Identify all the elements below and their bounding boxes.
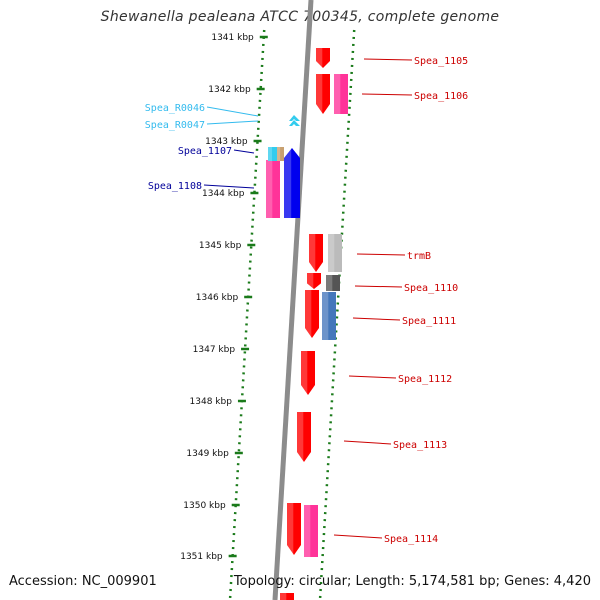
gene-label-spea-1106: Spea_1106 — [414, 91, 468, 102]
gene-spea-1110 — [307, 273, 321, 289]
scale-tick-label: 1341 kbp — [211, 33, 254, 43]
gene-spea-1107-tan-body — [277, 147, 284, 161]
gene-label-spea-r0047-leader — [206, 120, 259, 125]
gene-label-spea-1113: Spea_1113 — [393, 440, 447, 451]
scale-tick-label: 1344 kbp — [202, 189, 245, 199]
gene-label-spea-1113-leader — [343, 440, 392, 445]
gene-spea-1107-tan — [277, 147, 284, 161]
pseudo-spea-1108 — [266, 160, 280, 218]
gene-spea-1108 — [284, 148, 300, 218]
gene-label-spea-1108: Spea_1108 — [148, 181, 202, 192]
gene-spea-1106-body — [316, 74, 330, 114]
gene-spea-1112-body — [301, 351, 315, 395]
gene-spea-1111 — [305, 290, 319, 338]
pseudo-spea-1114-body — [304, 505, 318, 557]
gene-trmB-grey-body — [328, 234, 342, 272]
gene-trmB-body — [309, 234, 323, 272]
gene-spea-1111-body — [305, 290, 319, 338]
scale-tick-label: 1348 kbp — [190, 397, 233, 407]
gene-label-spea-1106-leader — [361, 93, 413, 96]
gene-label-spea-1105-leader — [363, 58, 413, 61]
scale-tick-label: 1350 kbp — [183, 501, 226, 511]
accession-text: Accession: NC_009901 — [9, 574, 157, 589]
gene-label-spea-1107: Spea_1107 — [178, 146, 232, 157]
gene-label-spea-1112: Spea_1112 — [398, 374, 452, 385]
genome-summary-text: Topology: circular; Length: 5,174,581 bp… — [233, 574, 591, 589]
gene-label-spea-r0046: Spea_R0046 — [145, 103, 205, 114]
scale-tick-label: 1345 kbp — [199, 241, 242, 251]
gene-spea-1105-body — [316, 48, 330, 68]
gene-label-spea-1107-leader — [233, 149, 255, 154]
gene-spea-1110-dark — [326, 275, 340, 291]
gene-label-trmb-leader — [356, 253, 406, 256]
genome-backbone — [272, 0, 314, 600]
gene-label-spea-1110: Spea_1110 — [404, 283, 458, 294]
pseudo-spea-1106 — [334, 74, 348, 114]
scale-tick-label: 1342 kbp — [208, 85, 251, 95]
gene-label-spea-1114-leader — [333, 534, 383, 539]
gene-label-spea-1108-leader — [203, 184, 255, 189]
gene-trmB-grey — [328, 234, 342, 272]
gene-trmB — [309, 234, 323, 272]
gene-spea-1112 — [301, 351, 315, 395]
rna-spea-1107-body — [268, 147, 277, 161]
gene-label-spea-1114: Spea_1114 — [384, 534, 438, 545]
pseudo-spea-1114 — [304, 505, 318, 557]
gene-bottom-partial-body — [280, 593, 294, 600]
gene-spea-1105 — [316, 48, 330, 68]
gene-label-spea-1112-leader — [348, 375, 397, 379]
gene-label-spea-r0046-leader — [206, 106, 259, 117]
gene-label-spea-1110-leader — [354, 285, 403, 288]
gene-spea-1106 — [316, 74, 330, 114]
gene-spea-1108-body — [284, 148, 300, 218]
pseudo-spea-1108-body — [266, 160, 280, 218]
map-title: Shewanella pealeana ATCC 700345, complet… — [100, 9, 500, 25]
gene-label-spea-1111-leader — [352, 317, 401, 321]
gene-spea-1110-dark-body — [326, 275, 340, 291]
gene-spea-1114-body — [287, 503, 301, 555]
gene-spea-1113-body — [297, 412, 311, 462]
gene-spea-1111-blue-body — [322, 292, 336, 340]
scale-tick-label: 1351 kbp — [180, 552, 223, 562]
gene-spea-1113 — [297, 412, 311, 462]
gene-label-spea-1111: Spea_1111 — [402, 316, 456, 327]
trna-spea-r0046 — [289, 115, 300, 121]
pseudo-spea-1106-body — [334, 74, 348, 114]
gene-spea-1110-body — [307, 273, 321, 289]
gene-spea-1114 — [287, 503, 301, 555]
scale-tick-label: 1347 kbp — [193, 345, 236, 355]
gene-label-spea-r0047: Spea_R0047 — [145, 120, 205, 131]
gene-spea-1111-blue — [322, 292, 336, 340]
scale-tick-label: 1346 kbp — [196, 293, 239, 303]
trna-spea-r0047 — [289, 120, 300, 126]
left-track-line — [228, 29, 266, 600]
scale-tick-label: 1349 kbp — [186, 449, 229, 459]
rna-spea-1107 — [268, 147, 277, 161]
scale-tick-label: 1343 kbp — [205, 137, 248, 147]
gene-bottom-partial — [280, 593, 294, 600]
gene-label-trmb: trmB — [407, 251, 431, 262]
gene-label-spea-1105: Spea_1105 — [414, 56, 468, 67]
